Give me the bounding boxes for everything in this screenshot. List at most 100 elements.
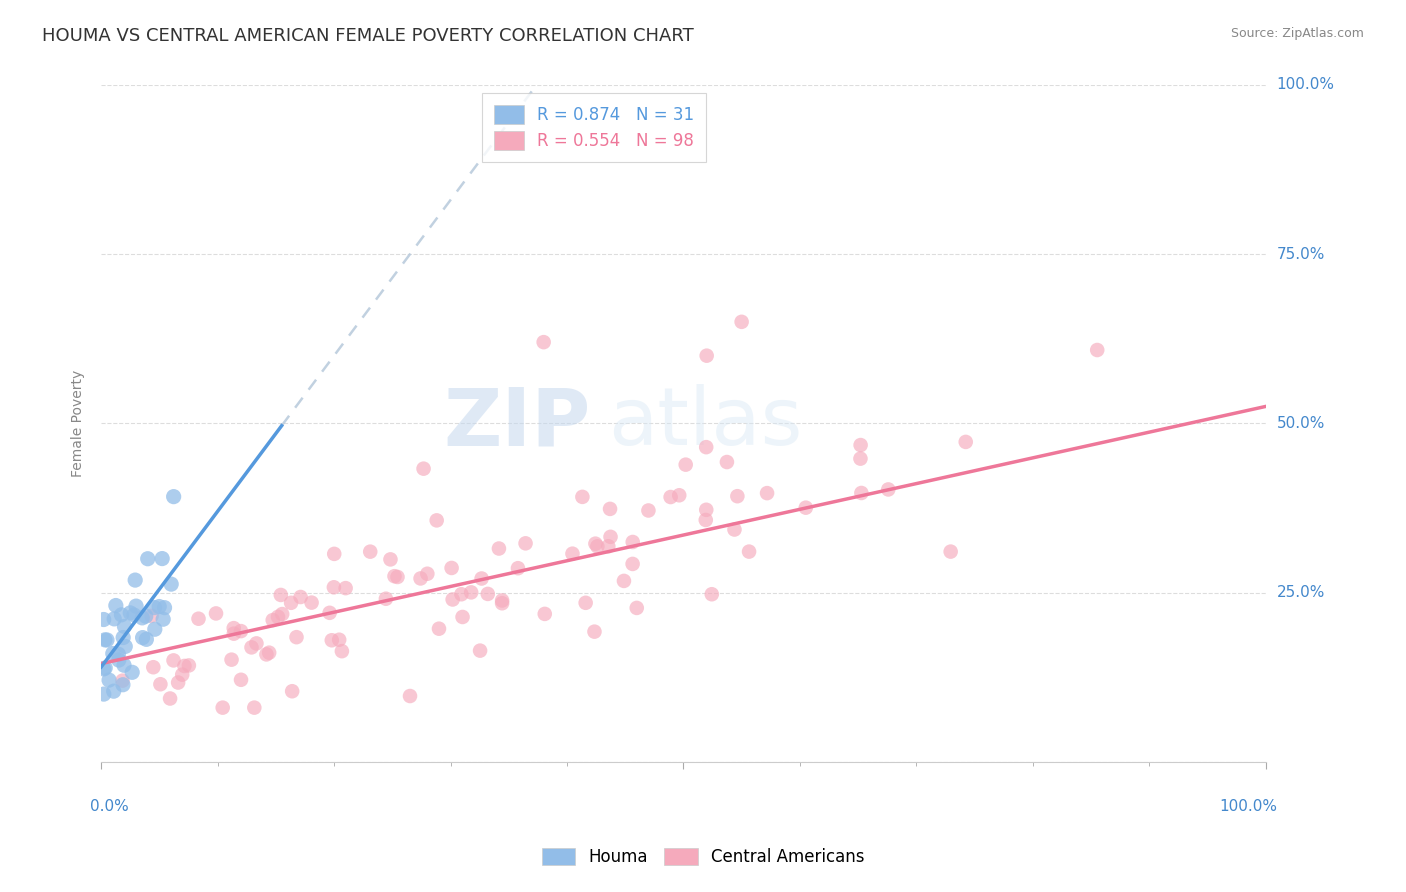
Point [599, 502, 621, 516]
Point [696, 349, 718, 363]
Point [111, 673, 134, 688]
Point [427, 622, 450, 636]
Point [124, 573, 146, 587]
Point [723, 523, 745, 537]
Point [240, 640, 263, 655]
Point [103, 612, 125, 626]
Point [135, 632, 157, 647]
Point [330, 644, 353, 658]
Text: Source: ZipAtlas.com: Source: ZipAtlas.com [1230, 27, 1364, 40]
Point [112, 658, 135, 673]
Point [148, 599, 170, 614]
Point [257, 646, 280, 660]
Text: 25.0%: 25.0% [1277, 585, 1324, 600]
Point [101, 647, 124, 661]
Point [471, 572, 494, 586]
Point [110, 607, 132, 622]
Point [533, 607, 555, 621]
Point [668, 488, 690, 502]
Point [136, 551, 159, 566]
Point [122, 608, 145, 623]
Point [211, 700, 233, 714]
Point [416, 566, 439, 581]
Point [120, 606, 142, 620]
Point [583, 536, 606, 550]
Point [229, 624, 252, 639]
Point [621, 535, 644, 549]
Point [738, 544, 761, 558]
Point [271, 607, 294, 621]
Point [149, 677, 172, 691]
Point [153, 600, 176, 615]
Point [267, 610, 290, 624]
Text: 0.0%: 0.0% [90, 799, 128, 814]
Point [468, 643, 491, 657]
Point [111, 678, 134, 692]
Point [221, 653, 243, 667]
Point [107, 647, 129, 661]
Point [205, 607, 228, 621]
Point [150, 551, 173, 566]
Point [173, 659, 195, 673]
Point [695, 440, 717, 454]
Point [598, 539, 620, 553]
Point [321, 633, 343, 648]
Point [172, 667, 194, 681]
Point [695, 503, 717, 517]
Point [107, 653, 129, 667]
Point [955, 434, 977, 449]
Point [384, 569, 406, 583]
Point [561, 547, 583, 561]
Point [477, 587, 499, 601]
Point [280, 596, 302, 610]
Text: 100.0%: 100.0% [1219, 799, 1277, 814]
Point [222, 621, 245, 635]
Point [187, 612, 209, 626]
Point [675, 458, 697, 472]
Point [575, 596, 598, 610]
Point [695, 513, 717, 527]
Text: 75.0%: 75.0% [1277, 247, 1324, 261]
Point [270, 588, 292, 602]
Point [583, 624, 606, 639]
Point [281, 684, 304, 698]
Point [533, 335, 555, 350]
Point [659, 490, 682, 504]
Point [93, 687, 115, 701]
Point [229, 673, 252, 687]
Point [104, 599, 127, 613]
Text: 50.0%: 50.0% [1277, 416, 1324, 431]
Point [142, 660, 165, 674]
Point [285, 630, 308, 644]
Point [243, 700, 266, 714]
Legend: Houma, Central Americans: Houma, Central Americans [533, 840, 873, 875]
Point [93, 613, 115, 627]
Point [98, 673, 121, 687]
Point [93, 662, 115, 676]
Point [328, 632, 350, 647]
Point [131, 631, 153, 645]
Point [359, 544, 381, 558]
Point [399, 689, 422, 703]
Point [131, 611, 153, 625]
Point [177, 658, 200, 673]
Point [322, 580, 344, 594]
Point [96, 632, 118, 647]
Point [380, 552, 402, 566]
Point [621, 557, 644, 571]
Point [262, 613, 284, 627]
Point [506, 561, 529, 575]
Point [730, 315, 752, 329]
Point [450, 587, 472, 601]
Point [613, 574, 636, 588]
Point [94, 661, 117, 675]
Point [167, 675, 190, 690]
Point [222, 626, 245, 640]
Point [700, 587, 723, 601]
Text: HOUMA VS CENTRAL AMERICAN FEMALE POVERTY CORRELATION CHART: HOUMA VS CENTRAL AMERICAN FEMALE POVERTY… [42, 27, 695, 45]
Point [301, 596, 323, 610]
Text: atlas: atlas [607, 384, 801, 462]
Point [491, 593, 513, 607]
Point [571, 490, 593, 504]
Point [849, 451, 872, 466]
